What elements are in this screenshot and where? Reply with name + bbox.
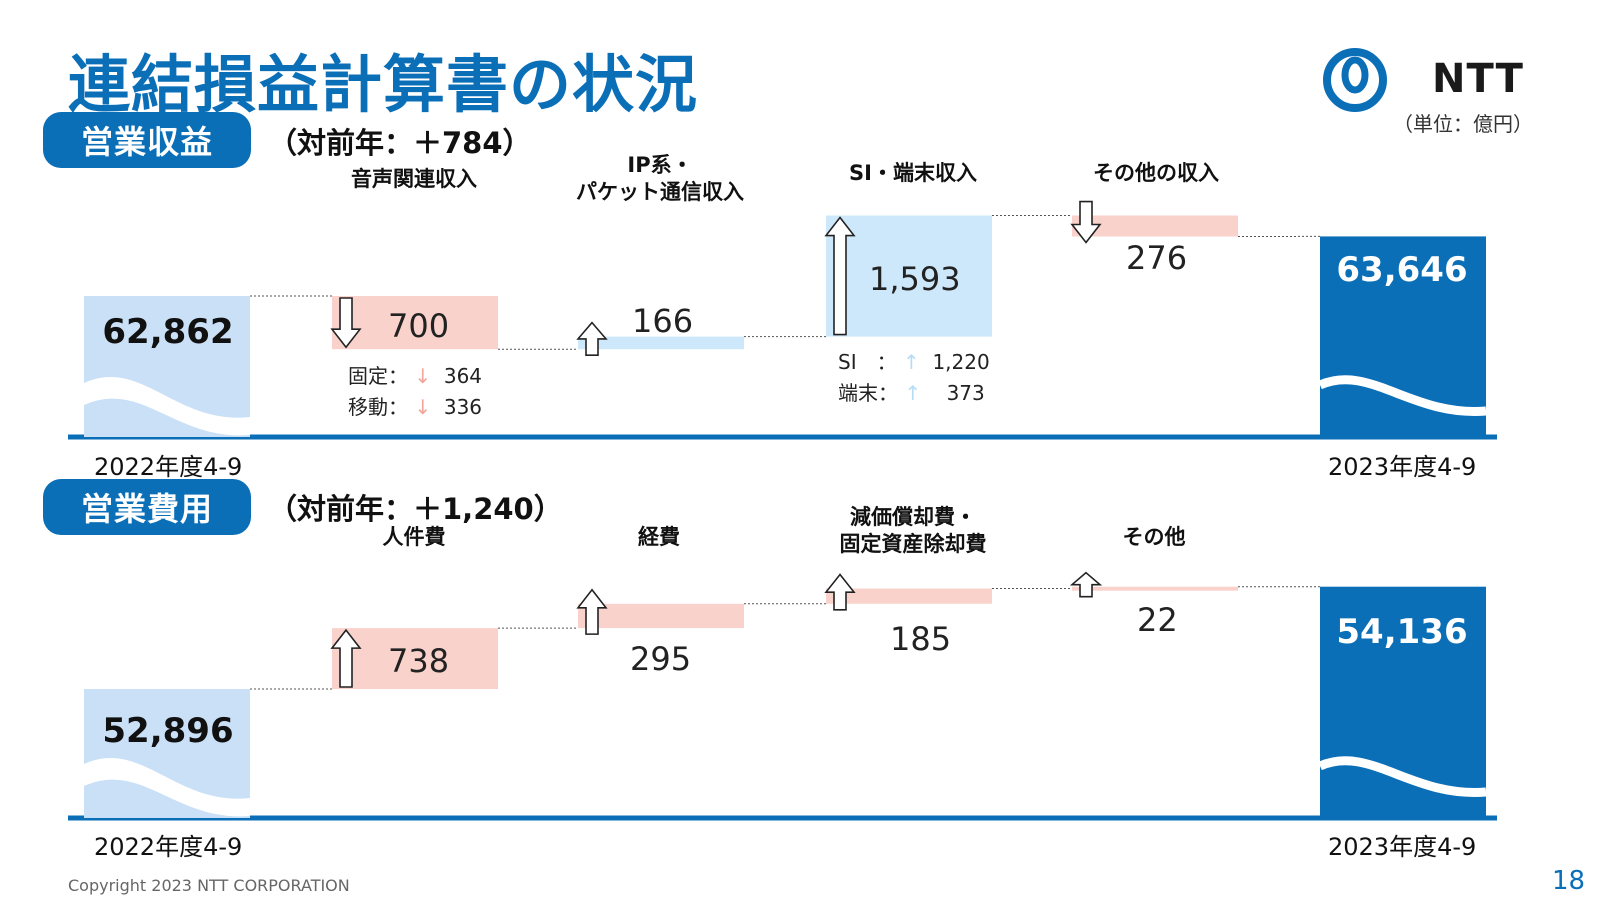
breakdown-row: 固定： ↓ 364 [348,364,483,388]
revenue-start-value: 62,862 [102,312,234,352]
expense-category-label: その他 [1122,525,1186,549]
expense-start-wave-fill [84,779,250,818]
revenue-yoy: （対前年：＋784） [268,126,532,160]
expense-start-year: 2022年度4-9 [94,833,243,861]
expense-value-label: 22 [1137,601,1178,639]
expense-bar-step [826,588,992,604]
expense-up-arrow-icon [824,573,856,611]
expense-up-arrow-icon [330,628,362,688]
breakdown-row: SI ： ↑ 1,220 [838,350,990,374]
revenue-end-wave [1318,375,1487,416]
expense-end-year: 2023年度4-9 [1328,833,1477,861]
expense-bar-step [1072,586,1238,591]
revenue-value-label: 276 [1126,239,1188,277]
expense-bar-step [332,628,498,689]
revenue-bar-step [332,296,498,350]
expense-category-label: 人件費 [382,525,446,549]
revenue-value-label: 1,593 [869,260,961,298]
page-title: 連結損益計算書の状況 [68,48,699,121]
expense-value-label: 738 [388,642,450,680]
revenue-value-label: 700 [388,307,450,345]
unit-label: （単位：億円） [1393,112,1533,136]
expense-end-value: 54,136 [1336,612,1468,652]
breakdown-row: 移動： ↓ 336 [348,395,483,419]
revenue-end-value: 63,646 [1336,250,1468,290]
revenue-end-year: 2023年度4-9 [1328,453,1477,481]
expense-value-label: 185 [890,620,952,658]
revenue-category-label: その他の収入 [1093,161,1219,185]
revenue-bar-step [578,336,744,350]
revenue-start-wave-fill [84,398,250,437]
page-number: 18 [1552,866,1586,896]
revenue-category-label: IP系・ パケット通信収入 [576,153,744,204]
expense-up-arrow-icon [1069,571,1103,598]
revenue-value-label: 166 [632,302,694,340]
revenue-bar-step [1072,215,1238,237]
copyright: Copyright 2023 NTT CORPORATION [68,876,350,895]
revenue-section-label: 営業収益 [43,112,251,168]
revenue-up-arrow-icon [576,321,608,356]
expense-category-label: 減価償却費・ 固定資産除却費 [839,505,987,556]
expense-category-label: 経費 [638,525,680,549]
revenue-category-label: 音声関連収入 [351,167,477,191]
revenue-down-arrow-icon [1070,200,1102,244]
revenue-up-arrow-icon [824,216,856,336]
revenue-start-year: 2022年度4-9 [94,453,243,481]
expense-start-value: 52,896 [102,711,234,751]
expense-value-label: 295 [630,640,692,678]
brand-name: NTT [1432,56,1524,102]
expense-up-arrow-icon [576,588,608,635]
expense-yoy: （対前年：＋1,240） [268,492,563,526]
breakdown-row: 端末： ↑ 373 [838,381,985,405]
expense-section-label: 営業費用 [43,479,251,535]
revenue-bar-end [1320,236,1486,437]
revenue-category-label: SI・端末収入 [849,161,977,185]
expense-end-wave [1318,756,1487,797]
revenue-down-arrow-icon [330,297,362,349]
